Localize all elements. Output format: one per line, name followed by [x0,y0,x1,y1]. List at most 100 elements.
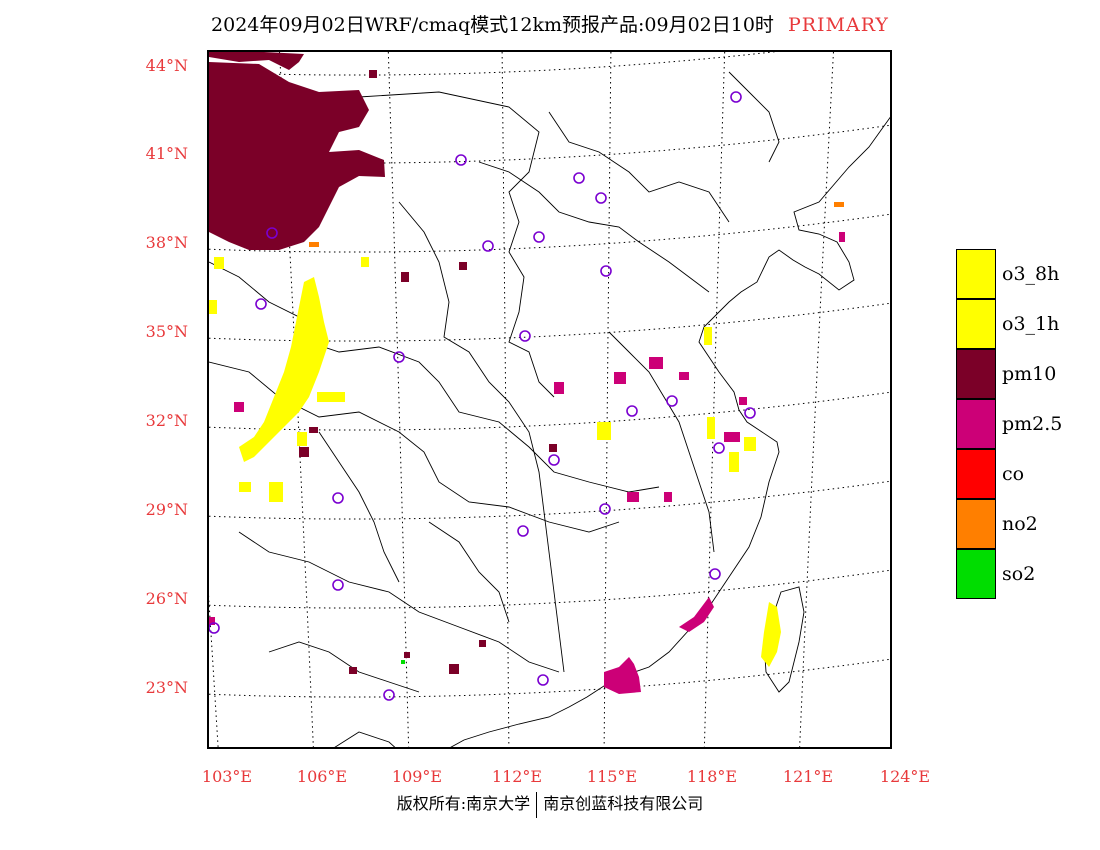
station-marker [537,674,549,686]
pm25-cell [554,382,564,394]
province-border [548,111,730,223]
meridian-line [501,52,510,747]
legend-swatch [956,449,996,499]
pm25-cell [679,372,689,380]
pm25-cell [627,492,639,502]
station-marker [517,525,529,537]
latitude-label: 44°N [145,56,188,75]
pm25-cell [209,617,215,625]
station-marker [519,330,531,342]
pm10-cell [549,444,557,452]
station-marker [332,579,344,591]
map-title-main: 2024年09月02日WRF/cmaq模式12km预报产品:09月02日10时 [211,14,774,36]
pm25-cell [234,402,244,412]
legend-swatch [956,549,996,599]
station-marker [455,154,467,166]
legend-label: so2 [1002,563,1036,585]
parallel-line [209,569,890,609]
primary-tag: PRIMARY [787,14,889,36]
copyright-right: 南京创蓝科技有限公司 [543,794,704,813]
longitude-label: 106°E [296,767,348,786]
o3-cell [597,422,611,440]
map-canvas [209,52,890,747]
longitude-label: 121°E [782,767,834,786]
province-border [478,161,710,293]
longitude-label: 115°E [586,767,638,786]
pm10-areas [209,52,557,674]
station-marker [626,405,638,417]
pm10-cell [309,427,317,433]
pm10-cell [369,70,377,78]
latitude-label: 32°N [145,411,188,430]
no2-areas [309,202,844,247]
longitude-label: 109°E [391,767,443,786]
no2-cell [309,242,319,247]
latitude-label: 35°N [145,322,188,341]
legend-item: so2 [956,549,1076,599]
o3-cell [744,437,756,451]
latitude-label: 26°N [145,589,188,608]
forecast-map [207,50,892,749]
legend-label: o3_1h [1002,313,1060,335]
so2-cell [401,660,405,664]
longitude-label: 112°E [491,767,543,786]
longitude-label: 118°E [686,767,738,786]
province-border [728,71,780,163]
legend-item: no2 [956,499,1076,549]
parallel-line [209,391,890,431]
legend-swatch [956,399,996,449]
province-border [209,261,660,493]
parallel-line [209,124,890,164]
station-markers [209,91,756,701]
longitude-label: 103°E [201,767,253,786]
legend-swatch [956,249,996,299]
pm10-cell [459,262,467,270]
station-marker [709,568,721,580]
o3-cell [269,482,283,502]
pollutant-legend: o3_8h o3_1h pm10 pm2.5 co no2 so2 [956,249,1076,599]
o3-cell [707,417,715,439]
parallel-line [209,52,777,76]
pm25-region-guangdong [604,657,641,694]
pm25-cell [724,432,740,442]
legend-swatch [956,499,996,549]
pm25-areas [209,232,845,694]
o3-areas [209,257,781,667]
meridian-line [703,52,726,747]
pm10-cell [349,667,357,674]
footer-separator [536,791,538,818]
station-marker [713,442,725,454]
legend-label: no2 [1002,513,1038,535]
station-marker [209,622,220,634]
legend-label: pm2.5 [1002,413,1063,435]
station-marker [744,407,756,419]
coastline [450,116,890,747]
pm10-cell [299,447,309,457]
legend-item: pm2.5 [956,399,1076,449]
station-marker [255,298,267,310]
so2-areas [401,660,405,664]
pm10-cell [404,652,410,658]
legend-item: pm10 [956,349,1076,399]
station-marker [393,351,405,363]
parallel-line [209,658,890,698]
station-marker [266,227,278,239]
o3-cell [239,482,251,492]
pm25-region-fujian [679,597,714,632]
no2-cell [834,202,844,207]
station-marker [573,172,585,184]
station-marker [666,395,678,407]
hainan-outline [334,731,396,747]
legend-label: pm10 [1002,363,1057,385]
legend-item: co [956,449,1076,499]
copyright-left: 版权所有:南京大学 [396,794,531,813]
meridian-line [387,52,410,747]
parallel-line [209,213,890,253]
o3-cell [729,452,739,472]
o3-cell [361,257,369,267]
pm10-cell [479,640,486,647]
pm10-cell [449,664,459,674]
legend-item: o3_8h [956,249,1076,299]
station-marker [548,454,560,466]
legend-swatch [956,299,996,349]
